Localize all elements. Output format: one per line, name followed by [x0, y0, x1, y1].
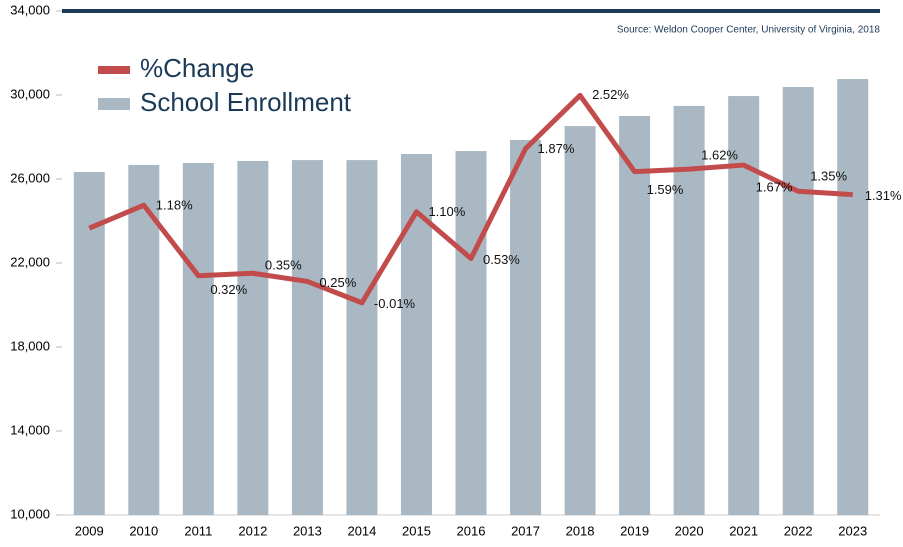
bar — [182, 163, 214, 516]
x-tick-label: 2017 — [511, 523, 540, 538]
legend-swatch — [98, 66, 130, 74]
value-label: 1.67% — [756, 180, 793, 195]
legend-label: %Change — [140, 53, 254, 83]
x-tick-label: 2019 — [620, 523, 649, 538]
x-tick-label: 2020 — [675, 523, 704, 538]
x-tick-label: 2022 — [784, 523, 813, 538]
value-label: 1.35% — [810, 169, 847, 184]
y-tick-label: 30,000 — [10, 86, 50, 101]
x-tick-label: 2023 — [838, 523, 867, 538]
bar — [346, 160, 378, 515]
x-tick-label: 2021 — [729, 523, 758, 538]
x-tick-label: 2013 — [293, 523, 322, 538]
line — [88, 92, 853, 306]
x-tick-label: 2016 — [457, 523, 486, 538]
bar — [619, 116, 651, 515]
bar — [837, 79, 869, 515]
source: Source: Weldon Cooper Center, University… — [617, 25, 881, 36]
value-label: 1.31% — [865, 188, 902, 203]
x-tick-label: 2018 — [566, 523, 595, 538]
bar — [564, 126, 596, 515]
x-tick-label: 2011 — [184, 523, 212, 538]
y-tick-label: 26,000 — [10, 170, 50, 185]
value-label: 1.87% — [538, 141, 575, 156]
legend-swatch — [98, 98, 130, 110]
bar — [510, 139, 542, 515]
y-tick-label: 10,000 — [10, 506, 50, 521]
value-label: 1.10% — [428, 204, 465, 219]
bar — [673, 105, 705, 516]
bar — [237, 160, 269, 515]
y-tick-label: 22,000 — [10, 254, 50, 269]
value-label: 1.18% — [156, 198, 193, 213]
value-label: 2.52% — [592, 87, 629, 102]
bar — [400, 154, 432, 515]
value-label: 1.59% — [647, 182, 684, 197]
value-label: 0.32% — [210, 282, 247, 297]
bar — [73, 172, 105, 515]
bar — [782, 87, 814, 516]
value-label: 0.53% — [483, 252, 520, 267]
x-tick-label: 2015 — [402, 523, 431, 538]
x-tick-label: 2010 — [129, 523, 158, 538]
legend-label: School Enrollment — [140, 87, 352, 117]
y-tick-label: 34,000 — [10, 2, 50, 17]
value-label: -0.01% — [374, 296, 416, 311]
x-tick-label: 2009 — [75, 523, 104, 538]
bar — [455, 151, 487, 515]
value-label: 0.35% — [265, 258, 302, 273]
value-label: 0.25% — [319, 275, 356, 290]
bar — [128, 164, 160, 515]
x-tick-label: 2014 — [347, 523, 376, 538]
y-tick-label: 18,000 — [10, 338, 50, 353]
bar — [291, 160, 323, 515]
y-tick-label: 14,000 — [10, 422, 50, 437]
x-tick-label: 2012 — [238, 523, 267, 538]
value-label: 1.62% — [701, 148, 738, 163]
